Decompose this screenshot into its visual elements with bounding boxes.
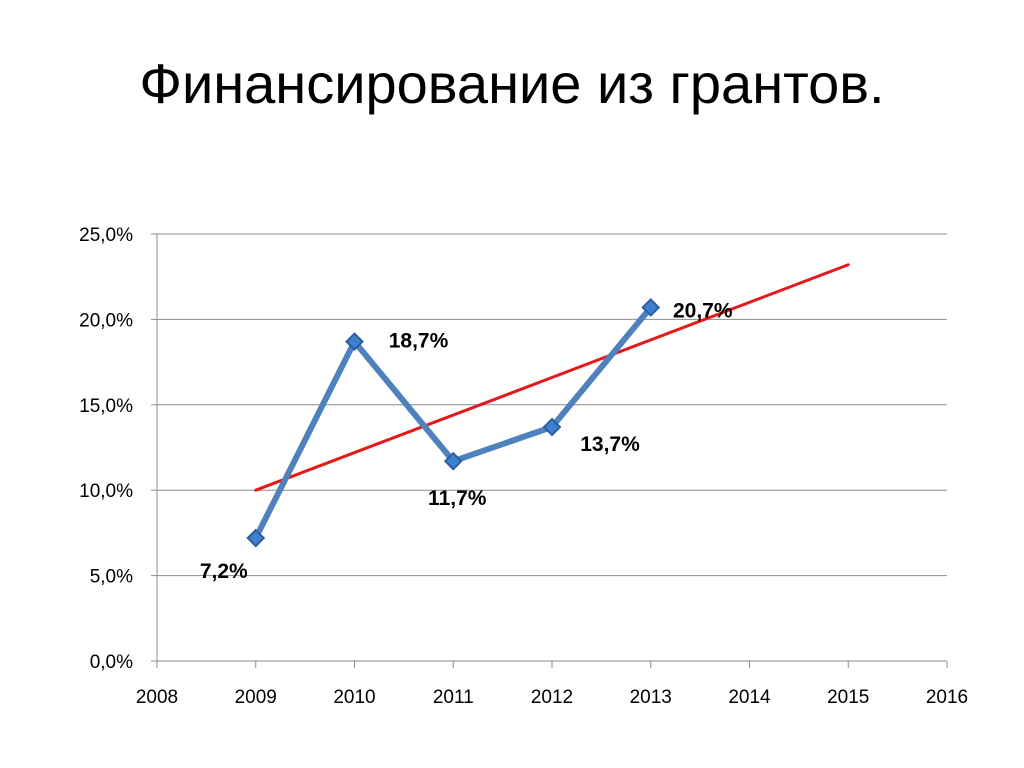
- slide-title: Финансирование из грантов.: [139, 52, 885, 115]
- y-tick-label: 15,0%: [79, 396, 133, 417]
- y-tick-label: 25,0%: [79, 225, 133, 246]
- x-tick-label: 2008: [136, 687, 178, 708]
- x-tick-label: 2015: [827, 687, 869, 708]
- x-tick-label: 2011: [433, 687, 474, 708]
- y-tick-label: 10,0%: [79, 481, 133, 502]
- data-point-marker: [345, 332, 364, 352]
- y-tick-label: 20,0%: [79, 310, 133, 331]
- data-label: 7,2%: [200, 560, 248, 583]
- data-label: 13,7%: [580, 433, 640, 456]
- x-tick-label: 2012: [531, 687, 573, 708]
- data-point-marker: [246, 528, 266, 548]
- data-label: 18,7%: [389, 330, 449, 353]
- x-tick-label: 2009: [235, 687, 277, 708]
- x-tick-label: 2016: [926, 687, 968, 708]
- data-point-marker: [641, 298, 661, 317]
- x-tick-label: 2010: [333, 687, 375, 708]
- data-label: 20,7%: [673, 299, 733, 322]
- y-tick-label: 5,0%: [90, 567, 133, 588]
- y-tick-label: 0,0%: [90, 652, 133, 673]
- trendline: [254, 263, 850, 492]
- data-point-marker: [542, 417, 562, 437]
- x-tick-label: 2013: [630, 687, 672, 708]
- data-label: 11,7%: [428, 487, 487, 510]
- data-point-marker: [443, 451, 463, 471]
- x-tick-label: 2014: [728, 687, 771, 708]
